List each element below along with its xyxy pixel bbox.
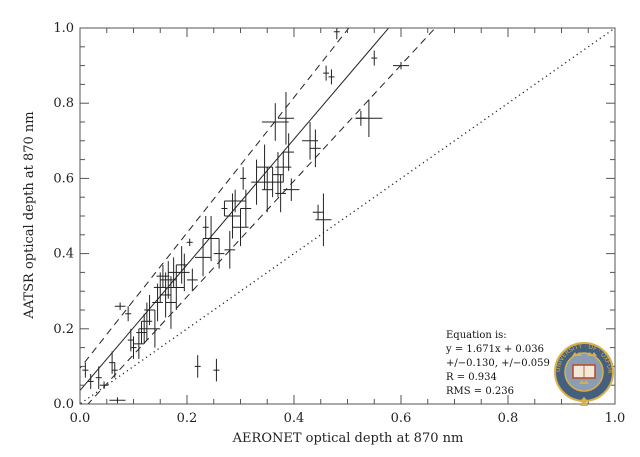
x-tick-label: 0.6 [391, 411, 412, 426]
data-point [261, 167, 273, 213]
data-point [153, 272, 167, 303]
y-axis-title: AATSR optical depth at 870 nm [22, 111, 37, 319]
data-point [224, 231, 236, 269]
data-point [87, 373, 94, 389]
data-point [224, 189, 246, 213]
x-tick-labels: 0.0 0.2 0.4 0.6 0.8 1.0 [70, 411, 626, 426]
y-tick-label: 1.0 [53, 21, 74, 36]
data-point [371, 50, 378, 66]
equation-line-0: Equation is: [446, 330, 507, 341]
data-point [240, 189, 252, 228]
data-point [99, 381, 109, 389]
data-point [186, 238, 193, 247]
data-point [392, 61, 410, 70]
x-axis-title: AERONET optical depth at 870 nm [232, 431, 464, 446]
y-tick-label: 0.8 [53, 96, 74, 111]
data-points [82, 28, 410, 404]
data-point [283, 133, 294, 171]
data-point [138, 313, 150, 344]
data-point [240, 167, 247, 190]
data-point [195, 238, 212, 277]
y-tick-label: 0.4 [53, 247, 74, 262]
data-point [203, 216, 220, 262]
data-point [224, 193, 241, 239]
data-point [310, 129, 321, 168]
data-point [194, 355, 201, 378]
data-point [275, 174, 286, 213]
x-tick-label: 0.8 [498, 411, 519, 426]
data-point [136, 321, 147, 344]
data-point [165, 276, 177, 329]
data-point [187, 268, 198, 292]
data-point [261, 103, 289, 141]
data-point [355, 99, 383, 138]
data-point [82, 362, 89, 378]
y-tick-label: 0.2 [53, 322, 74, 337]
data-point [149, 310, 161, 348]
data-point [95, 366, 102, 389]
data-point [261, 167, 284, 198]
data-point [111, 362, 118, 378]
data-point [144, 294, 155, 326]
data-point [272, 152, 284, 198]
data-point [125, 306, 132, 322]
data-point [256, 144, 273, 190]
x-tick-label: 0.4 [284, 411, 305, 426]
data-point [213, 358, 220, 382]
data-point [251, 159, 262, 205]
equation-line-3: R = 0.934 [446, 372, 497, 383]
data-point [323, 65, 330, 81]
data-point [168, 257, 179, 288]
data-point [213, 238, 225, 269]
data-point [168, 264, 185, 310]
data-point [328, 69, 335, 85]
equation-line-1: y = 1.671x + 0.036 [445, 344, 544, 355]
data-point [141, 302, 153, 341]
data-point [221, 200, 228, 216]
data-point [114, 302, 126, 310]
equation-line-4: RMS = 0.236 [446, 386, 514, 397]
x-tick-label: 0.2 [177, 411, 198, 426]
y-tick-labels: 0.0 0.2 0.4 0.6 0.8 1.0 [53, 21, 74, 412]
x-tick-label: 1.0 [605, 411, 626, 426]
y-tick-label: 0.6 [53, 171, 74, 186]
equation-annotation: Equation is: y = 1.671x + 0.036 +/−0.130… [445, 330, 550, 397]
data-point [202, 216, 209, 239]
data-point [283, 178, 300, 201]
data-point [178, 253, 190, 292]
data-point [312, 204, 324, 220]
data-point [315, 193, 332, 247]
data-point [277, 91, 294, 145]
seal-text: UNIVERSITY · OF · OXFORD [0, 0, 613, 373]
y-tick-label: 0.0 [53, 397, 74, 412]
equation-line-2: +/−0.130, +/−0.059 [446, 358, 550, 369]
data-point [133, 328, 145, 359]
data-point [130, 336, 137, 359]
data-point [156, 264, 170, 288]
data-point [109, 397, 126, 404]
data-point [152, 283, 163, 322]
data-point [160, 272, 171, 318]
data-point [333, 28, 340, 40]
data-point [176, 246, 187, 284]
x-tick-label: 0.0 [70, 411, 91, 426]
